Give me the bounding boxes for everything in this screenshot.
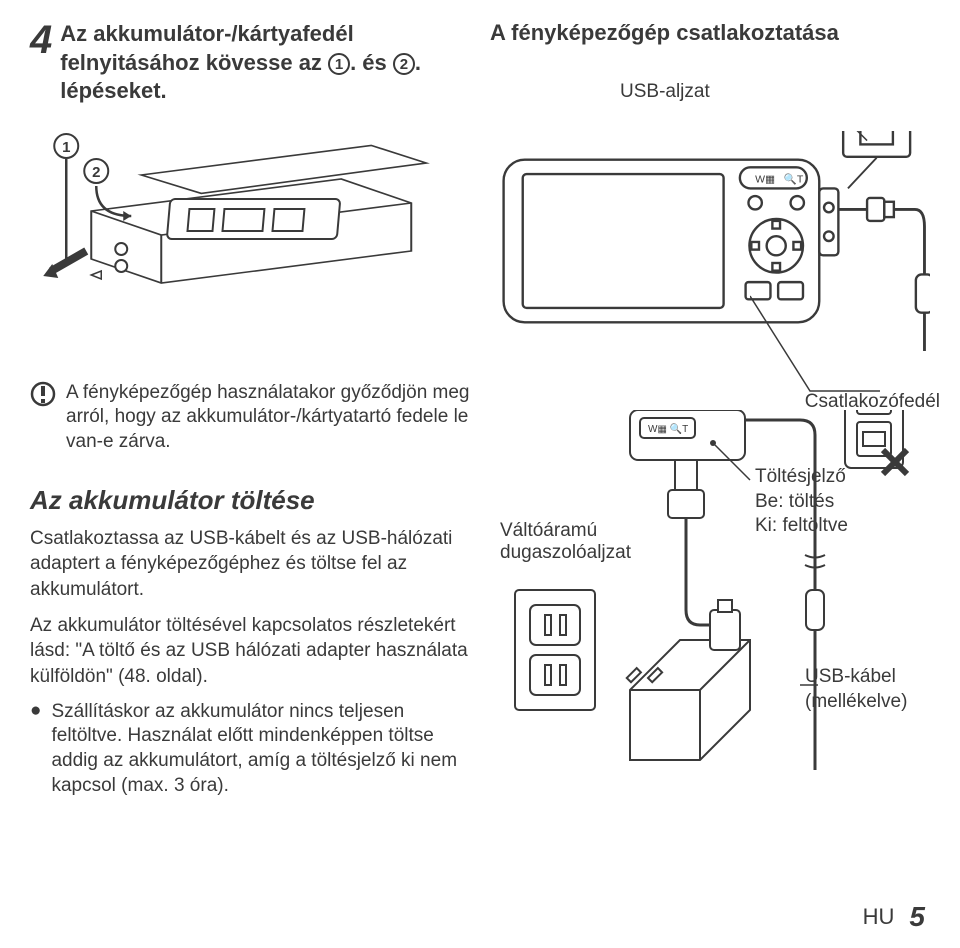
svg-text:W▦: W▦ bbox=[755, 173, 775, 185]
heading-right: A fényképezőgép csatlakoztatása bbox=[490, 20, 930, 46]
footer-lang: HU bbox=[863, 904, 895, 930]
diagram-right: W▦ 🔍T bbox=[488, 131, 931, 356]
paragraph-1: Csatlakoztassa az USB-kábelt és az USB-h… bbox=[30, 526, 470, 603]
bullet-1-row: ● Szállításkor az akkumulátor nincs telj… bbox=[30, 700, 470, 799]
heading-left-p2: . és bbox=[350, 50, 393, 75]
camera-open-illustration: 2 1 bbox=[30, 131, 473, 301]
svg-text:2: 2 bbox=[92, 164, 100, 181]
heading-left: Az akkumulátor-/kártyafedél felnyitásáho… bbox=[60, 20, 470, 106]
valtoaramu-text: Váltóáramúdugaszolóaljzat bbox=[500, 520, 631, 563]
svg-text:W▦ 🔍T: W▦ 🔍T bbox=[648, 422, 688, 435]
usbkabel-l2: (mellékelve) bbox=[805, 690, 907, 715]
step-heading-left: 4 Az akkumulátor-/kártyafedél felnyitásá… bbox=[30, 20, 470, 106]
footer-page: 5 bbox=[909, 901, 925, 933]
usbkabel-l1: USB-kábel bbox=[805, 665, 907, 690]
step-number: 4 bbox=[30, 20, 52, 106]
warning-note: A fényképezőgép használatakor győződjön … bbox=[30, 381, 470, 455]
indicator-label: Töltésjelző Be: töltés Ki: feltöltve bbox=[755, 465, 848, 539]
heading-left-p1: Az akkumulátor-/kártyafedél felnyitásáho… bbox=[60, 21, 353, 75]
csatlakozo-leader bbox=[750, 286, 900, 396]
circled-2a: 2 bbox=[393, 53, 415, 75]
valtoaramu-label: Váltóáramúdugaszolóaljzat bbox=[500, 520, 631, 564]
paragraph-2: Az akkumulátor töltésével kapcsolatos ré… bbox=[30, 613, 470, 690]
bullet-1-text: Szállításkor az akkumulátor nincs teljes… bbox=[51, 700, 470, 799]
heading-right-block: A fényképezőgép csatlakoztatása USB-aljz… bbox=[490, 20, 930, 106]
warning-text: A fényképezőgép használatakor győződjön … bbox=[66, 381, 470, 455]
svg-text:⬌: ⬌ bbox=[867, 410, 878, 411]
toltesjelzo-l2: Be: töltés bbox=[755, 490, 848, 515]
usbcable-label: USB-kábel (mellékelve) bbox=[805, 665, 907, 714]
warn-icon bbox=[30, 381, 56, 407]
page-footer: HU 5 bbox=[863, 901, 925, 933]
toltesjelzo-l3: Ki: feltöltve bbox=[755, 514, 848, 539]
charging-diagram: W▦ 🔍T bbox=[500, 410, 920, 780]
svg-text:🔍T: 🔍T bbox=[783, 171, 803, 185]
circled-1a: 1 bbox=[328, 53, 350, 75]
usb-aljzat-label: USB-aljzat bbox=[620, 81, 930, 103]
toltesjelzo-l1: Töltésjelző bbox=[755, 465, 848, 490]
diagram-left: 2 1 bbox=[30, 131, 473, 356]
bullet-dot: ● bbox=[30, 700, 41, 722]
svg-text:1: 1 bbox=[62, 139, 70, 156]
